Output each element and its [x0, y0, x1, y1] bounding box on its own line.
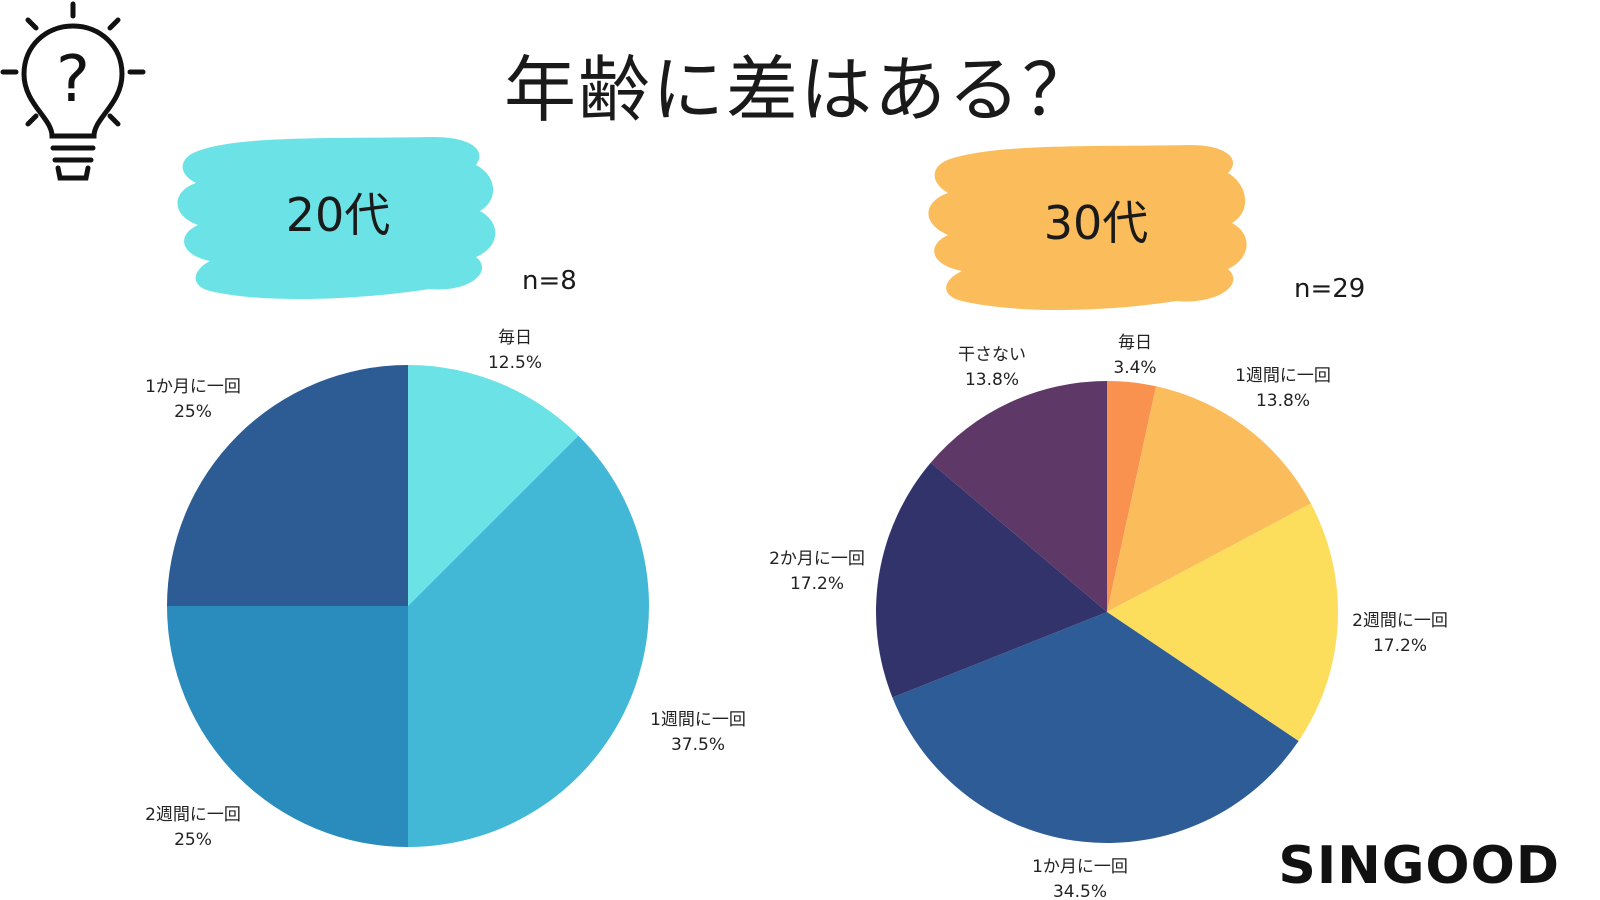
pie-slice-0-2 [167, 606, 408, 847]
slice-category-label: 1週間に一回 [1235, 366, 1331, 386]
pie-slice-0-1 [408, 435, 650, 847]
brand-logo: SINGOOD [1278, 836, 1560, 896]
slice-value-label: 3.4% [1113, 358, 1156, 378]
pie-slice-1-5 [930, 381, 1107, 612]
pie-slice-0-3 [167, 365, 408, 606]
brush-blob [928, 145, 1247, 310]
slice-value-label: 17.2% [1373, 636, 1427, 656]
pie-slice-1-2 [1107, 503, 1338, 742]
slice-value-label: 13.8% [965, 370, 1019, 390]
slice-category-label: 1か月に一回 [145, 377, 241, 397]
slice-value-label: 25% [174, 830, 212, 850]
slice-value-label: 34.5% [1053, 882, 1107, 900]
pie-slice-1-4 [875, 462, 1107, 698]
page-title: 年齢に差はある？ [503, 48, 1096, 132]
slice-category-label: 干さない [958, 345, 1026, 365]
brush-blob [177, 136, 496, 300]
slice-category-label: 2か月に一回 [769, 549, 865, 569]
lightbulb-question-icon: ? [0, 1, 146, 181]
slice-value-label: 25% [174, 402, 212, 422]
group-label-20s: 20代 [286, 188, 391, 242]
pie-slice-1-3 [892, 612, 1299, 843]
slice-value-label: 37.5% [671, 735, 725, 755]
slice-category-label: 2週間に一回 [145, 805, 241, 825]
slice-category-label: 2週間に一回 [1352, 611, 1448, 631]
slice-category-label: 毎日 [1118, 333, 1152, 353]
slice-value-label: 17.2% [790, 574, 844, 594]
group-badge-20s: 20代 [177, 136, 496, 300]
sample-size-30s: n=29 [1294, 274, 1366, 304]
pie-slice-0-0 [408, 365, 579, 606]
slice-category-label: 毎日 [498, 328, 532, 348]
group-badge-30s: 30代 [928, 145, 1247, 310]
slice-category-label: 1週間に一回 [650, 710, 746, 730]
pie-slice-1-0 [1107, 381, 1157, 612]
slice-value-label: 13.8% [1256, 391, 1310, 411]
slice-category-label: 1か月に一回 [1032, 857, 1128, 877]
slice-value-label: 12.5% [488, 353, 542, 373]
group-label-30s: 30代 [1044, 196, 1149, 250]
svg-text:?: ? [56, 43, 90, 117]
sample-size-20s: n=8 [522, 266, 577, 296]
pie-slice-1-1 [1107, 386, 1311, 612]
